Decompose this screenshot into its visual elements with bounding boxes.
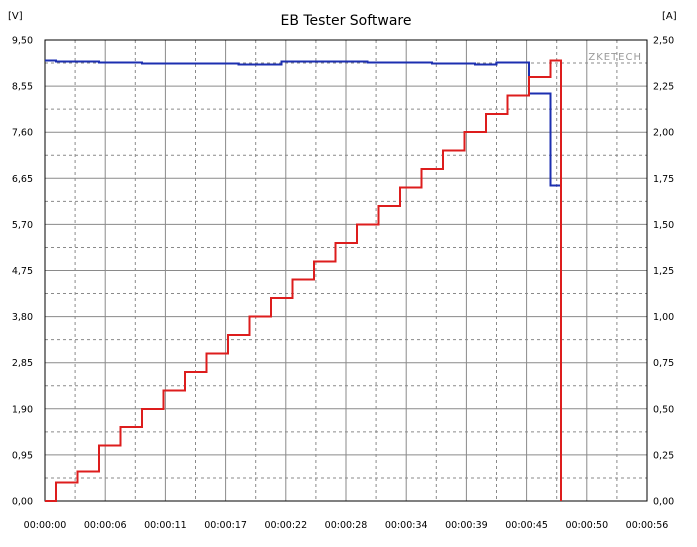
y-right-tick-label: 1,75 [653,174,674,185]
y-right-tick-label: 0,25 [653,450,674,461]
x-tick-label: 00:00:22 [264,520,307,531]
y-left-tick-label: 7,60 [12,128,33,139]
y-right-tick-label: 2,25 [653,82,674,93]
x-tick-label: 00:00:06 [84,520,127,531]
y-right-tick-label: 0,50 [653,404,674,415]
x-tick-label: 00:00:50 [565,520,608,531]
x-tick-label: 00:00:11 [144,520,187,531]
y-left-tick-label: 3,80 [12,312,33,323]
y-left-tick-label: 0,00 [12,497,33,508]
y-right-tick-label: 1,50 [653,220,674,231]
x-tick-label: 00:00:45 [505,520,548,531]
y-left-tick-label: 4,75 [12,266,33,277]
grid [45,40,647,501]
y-right-tick-label: 0,00 [653,497,674,508]
x-tick-label: 00:00:56 [626,520,669,531]
watermark: ZKETECH [588,52,642,63]
y-right-tick-label: 0,75 [653,358,674,369]
y-left-tick-label: 6,65 [12,174,33,185]
current-series-line [45,59,562,502]
y-right-tick-label: 1,25 [653,266,674,277]
y-right-tick-label: 2,50 [653,36,674,47]
y-right-tick-label: 1,00 [653,312,674,323]
y-left-tick-label: 8,55 [12,82,33,93]
y-left-tick-label: 5,70 [12,220,33,231]
right-axis: 2,50 2,25 2,00 1,75 1,50 1,25 1,00 0,75 0,50 0,25… [653,36,674,508]
x-tick-label: 00:00:39 [445,520,488,531]
x-tick-label: 00:00:28 [325,520,368,531]
x-tick-label: 00:00:00 [24,520,67,531]
y-right-tick-label: 2,00 [653,128,674,139]
left-axis: 9,50 8,55 7,60 6,65 5,70 4,75 3,80 2,85 1,90 0,95… [12,36,33,508]
chart-title: EB Tester Software [280,13,411,29]
x-tick-label: 00:00:34 [385,520,428,531]
y-left-tick-label: 1,90 [12,404,33,415]
series-layer [45,59,562,502]
left-axis-unit: [V] [8,11,23,22]
x-axis: 00:00:00 00:00:06 00:00:11 00:00:17 00:00:22… [24,520,669,531]
x-tick-label: 00:00:17 [204,520,247,531]
right-axis-unit: [A] [662,11,677,22]
y-left-tick-label: 9,50 [12,36,33,47]
y-left-tick-label: 2,85 [12,358,33,369]
plot-frame [44,39,648,502]
y-left-tick-label: 0,95 [12,450,33,461]
